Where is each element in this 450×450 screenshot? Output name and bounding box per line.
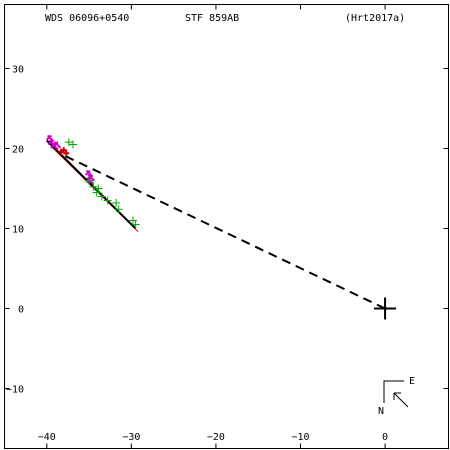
compass-east-label: E	[409, 376, 415, 387]
green-observation-point	[112, 198, 121, 207]
green-observation-point	[94, 184, 103, 193]
axis-ticks: −40 −30 −20 −10 0 −10 0 10 20 30	[4, 4, 449, 449]
primary-star-cross	[374, 297, 397, 320]
x-tick-label: −30	[122, 432, 140, 443]
green-observation-point	[85, 176, 94, 185]
wds-id-label: WDS 06096+0540	[45, 13, 129, 24]
green-observation-point	[89, 182, 98, 191]
x-tick-label: −10	[291, 432, 309, 443]
reference-label: (Hrt2017a)	[345, 13, 405, 24]
dashed-connector-line	[59, 152, 386, 310]
plot-frame	[4, 4, 449, 449]
data-points	[45, 134, 140, 229]
green-observation-point	[69, 140, 78, 149]
green-observation-point	[103, 196, 112, 205]
fit-orbit-line	[46, 139, 137, 230]
green-observation-point	[64, 138, 73, 147]
y-tick-label: 30	[12, 65, 24, 76]
compass-motion-arrow	[393, 392, 409, 408]
x-tick-label: −40	[38, 432, 56, 443]
x-tick-label: −20	[207, 432, 225, 443]
red-observation-point	[60, 147, 67, 154]
fit-lines	[46, 139, 386, 310]
y-tick-label: 0	[18, 305, 24, 316]
y-tick-label: −10	[6, 385, 24, 396]
y-tick-label: 10	[12, 225, 24, 236]
compass-arrow-head	[393, 392, 401, 400]
primary-star-marker	[374, 297, 397, 320]
pair-name-label: STF 859AB	[185, 13, 239, 24]
green-observation-point	[131, 220, 140, 229]
compass-north-label: N	[378, 406, 384, 417]
green-observation-point	[114, 205, 123, 214]
magenta-observation-point	[52, 141, 62, 149]
compass-rose: E N	[378, 376, 415, 417]
x-tick-label: 0	[382, 432, 388, 443]
red-observation-point	[63, 150, 70, 157]
y-tick-label: 20	[12, 145, 24, 156]
green-observation-point	[92, 188, 101, 197]
compass-bracket	[383, 380, 404, 403]
green-observation-point	[97, 192, 106, 201]
